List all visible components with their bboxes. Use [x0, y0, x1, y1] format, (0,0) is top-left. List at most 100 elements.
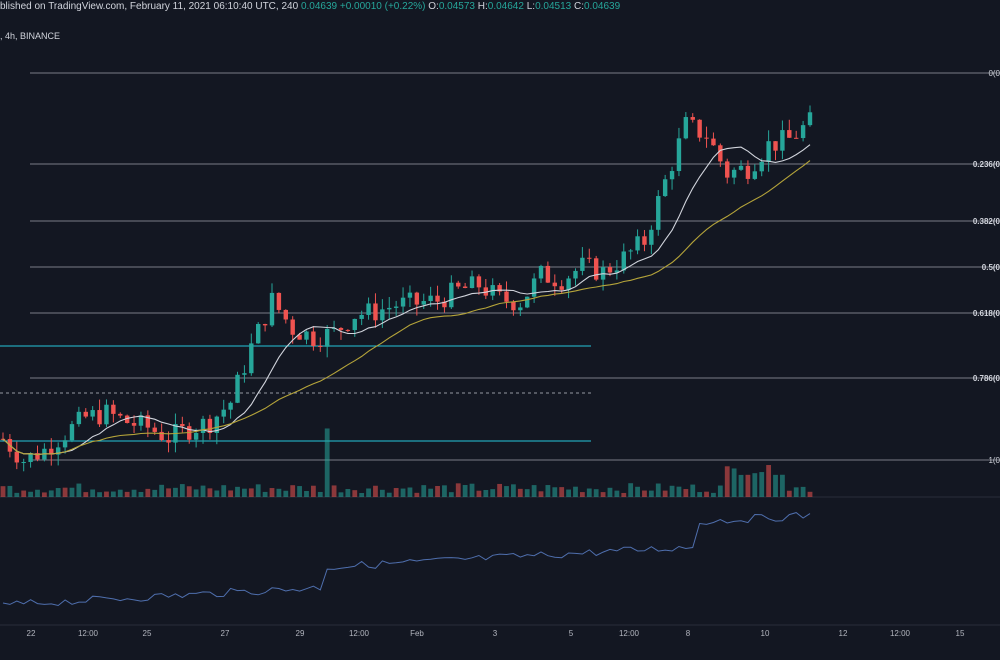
volume-bar	[614, 490, 620, 497]
fib-level-label: 0.786(0	[973, 374, 1000, 383]
candle-body	[718, 145, 723, 162]
volume-bar	[304, 490, 309, 497]
candle-body	[318, 345, 323, 347]
volume-bar	[310, 485, 316, 497]
candle-body	[76, 411, 82, 425]
candle-body	[21, 462, 26, 464]
candle-body	[745, 165, 751, 179]
volume-bar	[48, 490, 54, 497]
volume-bar	[110, 491, 116, 497]
volume-bar	[393, 488, 399, 497]
candle-body	[621, 251, 626, 271]
candle-body	[221, 409, 226, 417]
high-label: H:	[477, 1, 488, 12]
volume-bar	[731, 468, 737, 497]
x-axis-tick-label: 25	[143, 629, 152, 638]
volume-bar	[780, 474, 785, 497]
candle-body	[145, 415, 151, 428]
volume-bar	[662, 490, 668, 497]
candle-body	[338, 327, 344, 330]
x-axis-tick-label: 29	[296, 629, 305, 638]
volume-bar	[214, 490, 220, 497]
volume-bar	[573, 486, 578, 497]
volume-bar	[35, 489, 40, 497]
volume-bar	[55, 488, 61, 497]
volume-bar	[669, 485, 675, 497]
low-value: 0.04513	[535, 1, 572, 12]
volume-bar	[414, 492, 420, 497]
volume-bar	[490, 489, 496, 497]
volume-bar	[345, 489, 351, 497]
candle-body	[462, 286, 468, 289]
volume-bar	[552, 487, 558, 497]
low-label: L:	[526, 1, 536, 12]
volume-bar	[435, 485, 440, 497]
candle-body	[138, 415, 144, 426]
volume-bar	[14, 492, 20, 497]
x-axis-tick-label: 22	[27, 629, 36, 638]
volume-bar	[331, 485, 337, 497]
chart-header: blished on TradingView.com, February 11,…	[0, 1, 1000, 13]
volume-bar	[124, 491, 130, 497]
candle-body	[752, 171, 758, 179]
volume-bar	[69, 487, 75, 497]
volume-bar	[373, 485, 378, 497]
x-axis-tick-label: 8	[686, 629, 691, 638]
volume-bar	[593, 489, 599, 497]
x-axis-tick-label: 12:00	[78, 629, 99, 638]
x-axis-tick-label: 12:00	[890, 629, 911, 638]
candle-body	[14, 451, 19, 463]
candle-body	[773, 141, 778, 151]
candle-body	[214, 416, 220, 434]
candle-body	[414, 292, 420, 305]
fib-level-label: 1(0	[988, 456, 1000, 465]
indicator-line	[2, 512, 811, 607]
candle-body	[166, 440, 171, 443]
interval-prefix: , 240	[275, 1, 299, 12]
volume-bar	[773, 474, 778, 497]
volume-bar	[648, 490, 654, 497]
candle-body	[276, 292, 282, 310]
volume-bar	[269, 488, 275, 497]
candle-body	[607, 267, 613, 273]
candle-body	[766, 141, 771, 162]
x-axis-tick-label: 27	[221, 629, 230, 638]
volume-bar	[207, 488, 213, 497]
volume-bar	[338, 492, 344, 497]
candle-body	[97, 410, 102, 425]
candle-body	[456, 282, 461, 287]
candle-body	[290, 319, 295, 335]
volume-bar	[697, 492, 703, 497]
volume-bar	[511, 484, 516, 497]
candle-body	[525, 296, 530, 308]
volume-bar	[752, 473, 758, 497]
high-value: 0.04642	[487, 1, 524, 12]
candle-body	[807, 112, 813, 126]
candle-body	[55, 447, 61, 455]
candle-body	[676, 138, 682, 172]
fib-level-label: 0.5(0	[982, 263, 1000, 272]
x-axis-tick-label: 5	[569, 629, 574, 638]
candle-body	[614, 270, 620, 273]
volume-bar	[400, 488, 406, 497]
volume-bar	[766, 465, 772, 497]
volume-bar	[676, 486, 682, 497]
fib-level-label: 0.382(0	[973, 217, 1000, 226]
publish-text: blished on TradingView.com, February 11,…	[0, 1, 276, 12]
candle-body	[83, 411, 88, 417]
candle-body	[504, 291, 509, 302]
volume-bar	[41, 492, 47, 497]
volume-bar	[469, 483, 475, 497]
volume-bar	[366, 488, 371, 497]
candle-body	[380, 309, 385, 321]
candle-body	[518, 307, 523, 311]
volume-bar	[76, 483, 82, 497]
candle-body	[256, 324, 261, 344]
x-axis-tick-label: 12:00	[619, 629, 640, 638]
volume-bar	[462, 485, 468, 497]
candle-body	[304, 331, 309, 340]
candle-body	[421, 301, 426, 305]
candle-body	[800, 125, 806, 139]
volume-bar	[379, 489, 385, 497]
